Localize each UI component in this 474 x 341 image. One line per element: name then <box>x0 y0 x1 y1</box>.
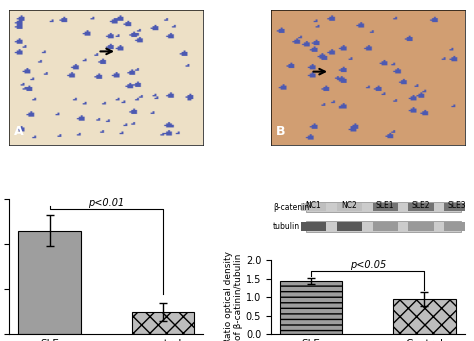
FancyBboxPatch shape <box>306 221 461 232</box>
Text: tubulin: tubulin <box>273 222 300 231</box>
Text: NC2: NC2 <box>341 201 357 210</box>
FancyBboxPatch shape <box>373 222 398 231</box>
Text: β-catenin: β-catenin <box>273 203 309 211</box>
FancyBboxPatch shape <box>373 203 398 211</box>
Text: SLE2: SLE2 <box>412 201 430 210</box>
Text: SLE3: SLE3 <box>447 201 466 210</box>
Text: p<0.01: p<0.01 <box>88 198 124 208</box>
Bar <box>132 312 194 334</box>
FancyBboxPatch shape <box>409 222 434 231</box>
Text: A: A <box>14 125 24 138</box>
Bar <box>18 231 81 334</box>
Text: B: B <box>276 125 285 138</box>
FancyBboxPatch shape <box>337 203 362 211</box>
FancyBboxPatch shape <box>301 222 326 231</box>
Text: NC1: NC1 <box>306 201 321 210</box>
FancyBboxPatch shape <box>306 202 461 212</box>
FancyBboxPatch shape <box>301 203 326 211</box>
Text: SLE1: SLE1 <box>376 201 394 210</box>
FancyBboxPatch shape <box>409 203 434 211</box>
Y-axis label: Ratio optical density
of β-catinin/tubulin: Ratio optical density of β-catinin/tubul… <box>224 251 243 341</box>
Text: p<0.05: p<0.05 <box>350 260 386 270</box>
FancyBboxPatch shape <box>444 222 469 231</box>
FancyBboxPatch shape <box>444 203 469 211</box>
Bar <box>280 281 342 334</box>
FancyBboxPatch shape <box>337 222 362 231</box>
Bar <box>393 299 456 334</box>
